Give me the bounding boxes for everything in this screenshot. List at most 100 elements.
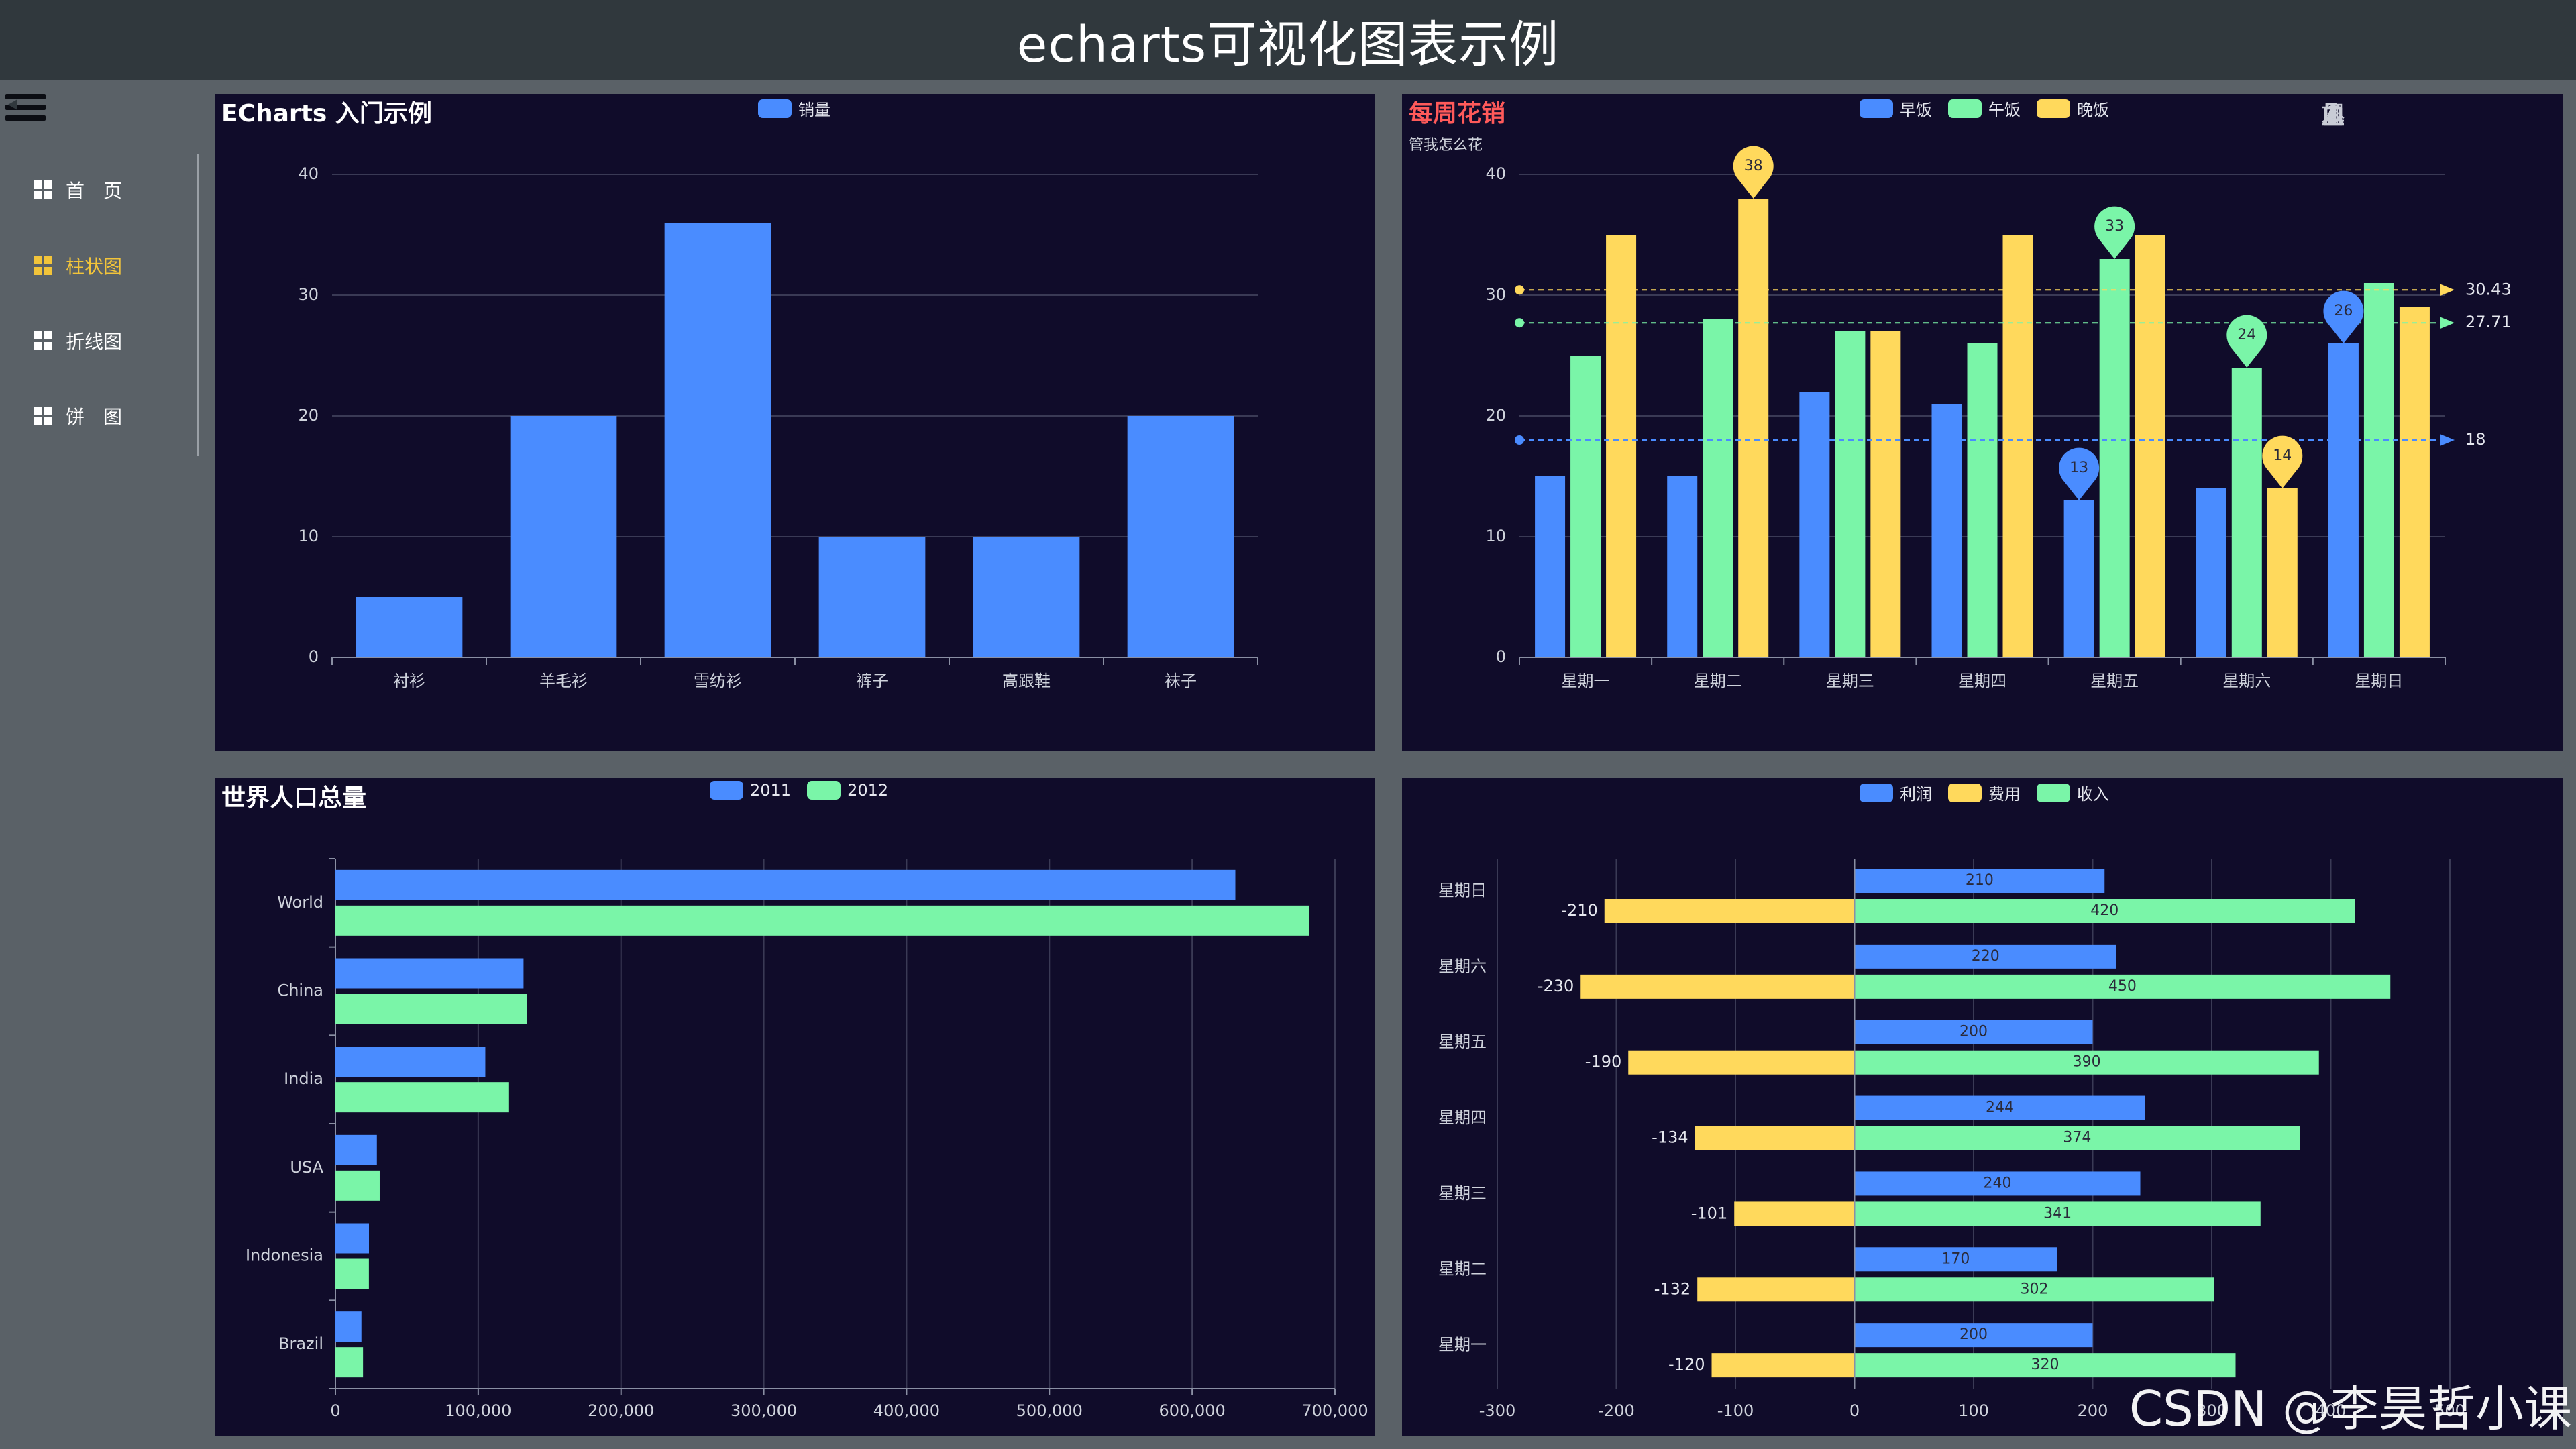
bar xyxy=(1854,1095,2145,1120)
legend-item-2011[interactable]: 2011 xyxy=(710,781,791,800)
mark-point-label: 38 xyxy=(1744,158,1763,174)
y-tick-label: India xyxy=(284,1069,323,1088)
legend-item-sales[interactable]: 销量 xyxy=(758,97,830,120)
legend-item-expense[interactable]: 费用 xyxy=(1948,781,2021,804)
bar xyxy=(335,1223,369,1254)
page-header: echarts可视化图表示例 xyxy=(0,0,2576,80)
average-line-label: 27.71 xyxy=(2465,313,2512,331)
mark-point-label: 13 xyxy=(2070,460,2088,476)
bar xyxy=(1570,356,1601,657)
legend-item-2012[interactable]: 2012 xyxy=(807,781,888,800)
sidebar-item-label: 首 页 xyxy=(66,180,123,202)
bar-label: -230 xyxy=(1538,977,1574,996)
mark-point-label: 24 xyxy=(2237,327,2256,343)
legend-label: 2011 xyxy=(750,781,792,800)
bar xyxy=(1697,1277,1855,1302)
chart-legend: 2011 2012 xyxy=(710,781,904,800)
average-line-arrow xyxy=(2440,317,2455,329)
bar-label: 341 xyxy=(2043,1205,2072,1222)
bar-label: 320 xyxy=(2031,1356,2059,1373)
grid-icon xyxy=(34,331,52,350)
x-tick-label: 高跟鞋 xyxy=(1002,672,1051,690)
bar xyxy=(1835,331,1866,657)
page-title: echarts可视化图表示例 xyxy=(1016,15,1560,74)
x-tick-label: -300 xyxy=(1479,1401,1515,1420)
bar xyxy=(1854,899,2355,923)
x-tick-label: 500 xyxy=(2434,1401,2465,1420)
average-line-start xyxy=(1515,435,1524,445)
average-line-arrow xyxy=(2440,434,2455,446)
bar xyxy=(1854,1247,2057,1272)
bar xyxy=(2399,307,2430,657)
mark-point-pin xyxy=(2059,447,2100,500)
bar xyxy=(1711,1353,1855,1378)
bar xyxy=(2099,259,2130,657)
bar-label: 420 xyxy=(2090,902,2118,919)
bar xyxy=(1854,974,2391,999)
bar xyxy=(335,1311,362,1342)
bar xyxy=(2231,368,2262,657)
y-tick-label: USA xyxy=(290,1158,323,1177)
legend-item-breakfast[interactable]: 早饭 xyxy=(1860,97,1932,120)
bar xyxy=(1535,476,1566,657)
bar xyxy=(1734,1201,1855,1226)
y-tick-label: 0 xyxy=(1496,647,1506,666)
legend-item-lunch[interactable]: 午饭 xyxy=(1948,97,2021,120)
mark-point-label: 33 xyxy=(2105,218,2124,235)
bar-label: 170 xyxy=(1941,1250,1970,1267)
average-line-label: 30.43 xyxy=(2465,280,2512,299)
bar xyxy=(1695,1126,1855,1150)
legend-label: 午饭 xyxy=(1988,101,2021,119)
x-tick-label: 200 xyxy=(2078,1401,2108,1420)
bar-label: 390 xyxy=(2073,1054,2101,1071)
average-line-label: 18 xyxy=(2465,430,2486,449)
legend-item-profit[interactable]: 利润 xyxy=(1860,781,1932,804)
bar-label: -120 xyxy=(1668,1355,1705,1374)
bar xyxy=(1854,1353,2236,1378)
y-tick-label: China xyxy=(277,981,323,1000)
x-tick-label: 星期二 xyxy=(1694,672,1742,690)
grid-icon xyxy=(34,180,52,199)
y-tick-label: 星期日 xyxy=(1438,881,1487,900)
bar xyxy=(1628,1050,1855,1075)
sidebar-item-home[interactable]: 首 页 xyxy=(34,170,188,210)
chart-title: 每周花销 xyxy=(1409,100,1506,127)
x-tick-label: 400 xyxy=(2316,1401,2347,1420)
sidebar-item-line-chart[interactable]: 折线图 xyxy=(34,321,188,361)
bar xyxy=(1667,476,1698,657)
x-tick-label: -200 xyxy=(1598,1401,1634,1420)
bar-icon[interactable] xyxy=(2320,101,2347,127)
legend-item-income[interactable]: 收入 xyxy=(2037,781,2109,804)
bar xyxy=(1738,199,1769,657)
legend-item-dinner[interactable]: 晚饭 xyxy=(2037,97,2109,120)
y-tick-label: Indonesia xyxy=(246,1246,323,1265)
y-tick-label: 星期六 xyxy=(1438,957,1487,975)
bar xyxy=(335,1082,509,1113)
bar xyxy=(2267,488,2298,657)
legend-label: 晚饭 xyxy=(2077,101,2109,119)
bar xyxy=(973,537,1080,657)
bar-label: 200 xyxy=(1960,1326,1988,1343)
bar-label: 244 xyxy=(1986,1099,2014,1116)
bar xyxy=(2002,235,2033,657)
bar-label: -101 xyxy=(1691,1203,1727,1222)
menu-toggle-icon[interactable] xyxy=(5,87,50,127)
bar xyxy=(664,223,771,657)
legend-label: 收入 xyxy=(2077,785,2109,804)
bar xyxy=(335,1347,364,1378)
x-tick-label: 星期日 xyxy=(2355,672,2403,690)
y-tick-label: 星期一 xyxy=(1438,1336,1487,1354)
chart-legend: 销量 xyxy=(758,97,847,120)
bar-label: -132 xyxy=(1654,1279,1690,1298)
x-tick-label: 裤子 xyxy=(856,672,888,690)
x-tick-label: 星期三 xyxy=(1826,672,1874,690)
y-tick-label: 星期五 xyxy=(1438,1032,1487,1051)
bar xyxy=(1854,1323,2093,1348)
x-tick-label: 300,000 xyxy=(731,1401,797,1420)
legend-swatch xyxy=(2037,783,2070,802)
y-tick-label: 10 xyxy=(1485,527,1506,545)
sidebar-item-pie-chart[interactable]: 饼 图 xyxy=(34,396,188,436)
sidebar-item-bar-chart[interactable]: 柱状图 xyxy=(34,246,188,286)
bar xyxy=(1604,899,1855,923)
bar xyxy=(356,597,463,657)
